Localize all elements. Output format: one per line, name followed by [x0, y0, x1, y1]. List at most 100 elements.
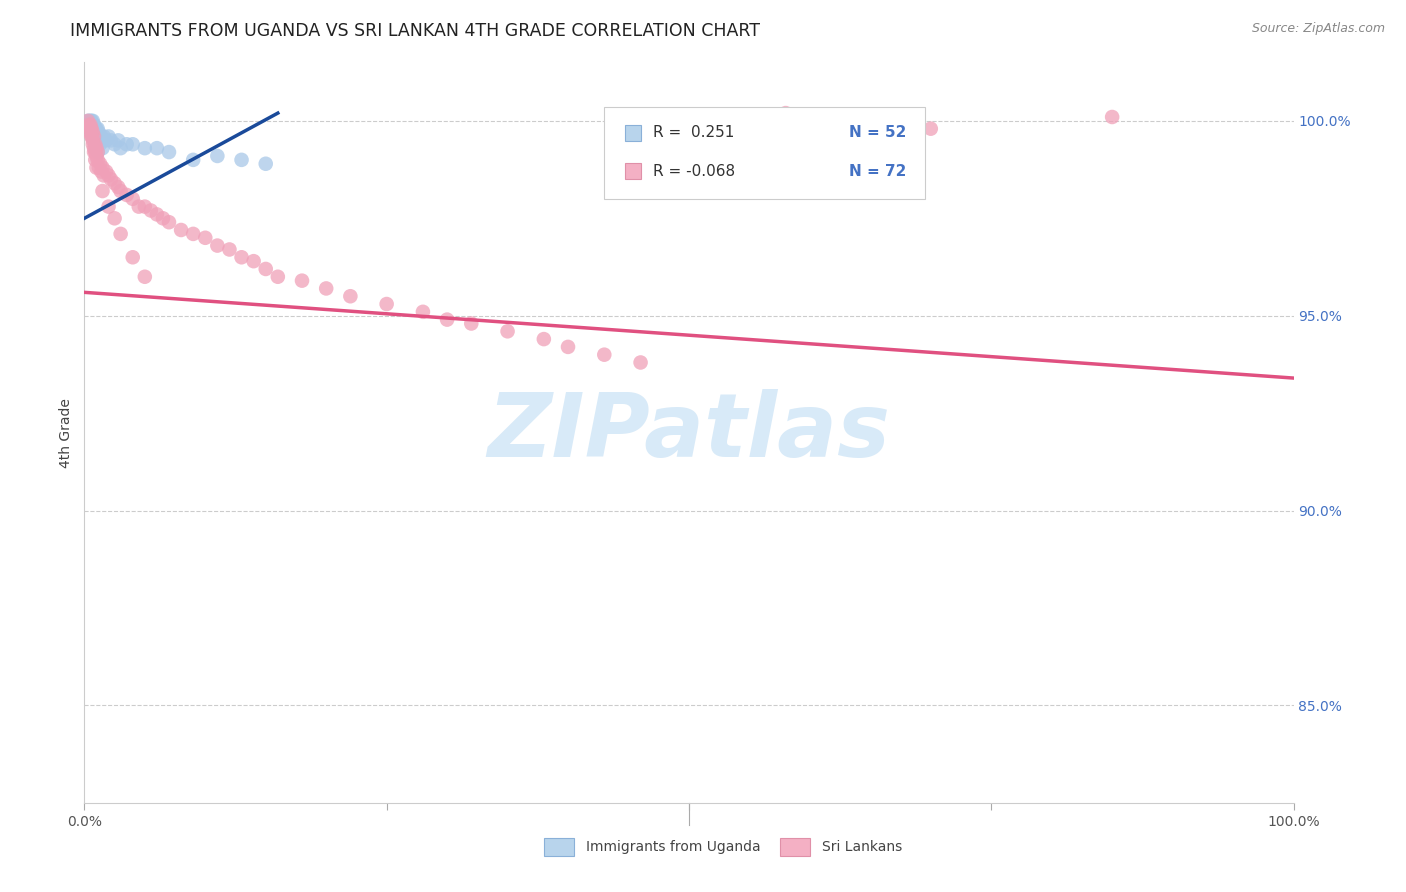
Point	[496, 324, 519, 338]
Point	[104, 211, 127, 226]
Point	[77, 114, 100, 128]
Point	[254, 262, 277, 277]
Point	[86, 149, 108, 163]
Point	[83, 145, 105, 159]
Point	[82, 126, 104, 140]
Point	[89, 157, 111, 171]
Point	[207, 149, 229, 163]
Point	[79, 121, 101, 136]
Point	[77, 118, 100, 132]
Point	[82, 126, 104, 140]
Point	[83, 121, 105, 136]
Point	[84, 145, 107, 159]
Point	[90, 129, 112, 144]
Point	[80, 121, 103, 136]
Point	[593, 348, 616, 362]
Point	[84, 153, 107, 167]
Point	[77, 121, 100, 136]
Point	[86, 141, 108, 155]
Point	[77, 118, 100, 132]
Point	[87, 161, 110, 175]
Point	[557, 340, 579, 354]
Point	[152, 211, 174, 226]
Text: R =  0.251: R = 0.251	[652, 125, 734, 140]
Point	[83, 118, 105, 132]
Bar	[544, 838, 574, 856]
Point	[86, 153, 108, 167]
Point	[339, 289, 361, 303]
Point	[920, 121, 942, 136]
Point	[82, 114, 104, 128]
Point	[110, 141, 132, 155]
Point	[104, 137, 127, 152]
Point	[110, 227, 132, 241]
Text: ZIPatlas: ZIPatlas	[488, 389, 890, 476]
Bar	[624, 163, 641, 179]
Point	[134, 141, 156, 155]
Point	[79, 121, 101, 136]
Point	[86, 145, 108, 159]
Point	[84, 129, 107, 144]
Point	[83, 129, 105, 144]
Point	[533, 332, 555, 346]
Point	[181, 153, 204, 167]
Point	[460, 317, 482, 331]
Point	[267, 269, 290, 284]
Point	[79, 118, 101, 132]
Text: N = 52: N = 52	[849, 125, 907, 140]
Point	[86, 121, 108, 136]
Point	[80, 114, 103, 128]
Text: IMMIGRANTS FROM UGANDA VS SRI LANKAN 4TH GRADE CORRELATION CHART: IMMIGRANTS FROM UGANDA VS SRI LANKAN 4TH…	[70, 22, 761, 40]
Point	[83, 126, 105, 140]
Point	[91, 141, 114, 155]
Point	[87, 133, 110, 147]
Point	[86, 126, 108, 140]
FancyBboxPatch shape	[605, 107, 925, 200]
Point	[100, 133, 122, 147]
Point	[291, 274, 314, 288]
Point	[107, 133, 129, 147]
Point	[91, 133, 114, 147]
Point	[82, 133, 104, 147]
Point	[170, 223, 193, 237]
Point	[80, 126, 103, 140]
Point	[80, 129, 103, 144]
Point	[630, 355, 652, 369]
Point	[121, 250, 143, 264]
Point	[94, 133, 117, 147]
Point	[93, 169, 115, 183]
Point	[79, 121, 101, 136]
Point	[77, 114, 100, 128]
Point	[91, 161, 114, 175]
Point	[121, 137, 143, 152]
Point	[128, 200, 150, 214]
Point	[93, 129, 115, 144]
Point	[254, 157, 277, 171]
Bar	[624, 125, 641, 141]
Text: Source: ZipAtlas.com: Source: ZipAtlas.com	[1251, 22, 1385, 36]
Text: R = -0.068: R = -0.068	[652, 164, 735, 178]
Point	[82, 137, 104, 152]
Point	[84, 137, 107, 152]
Point	[194, 231, 217, 245]
Point	[115, 137, 138, 152]
Point	[86, 121, 108, 136]
Point	[100, 172, 122, 186]
Point	[80, 121, 103, 136]
Point	[115, 188, 138, 202]
Point	[94, 164, 117, 178]
Point	[90, 164, 112, 178]
Point	[89, 137, 111, 152]
Point	[87, 126, 110, 140]
Point	[218, 243, 240, 257]
Point	[97, 200, 120, 214]
Point	[231, 250, 253, 264]
Point	[207, 238, 229, 252]
Point	[146, 207, 169, 221]
Point	[315, 281, 337, 295]
Point	[84, 137, 107, 152]
Point	[104, 176, 127, 190]
Point	[77, 114, 100, 128]
Point	[107, 180, 129, 194]
Point	[121, 192, 143, 206]
